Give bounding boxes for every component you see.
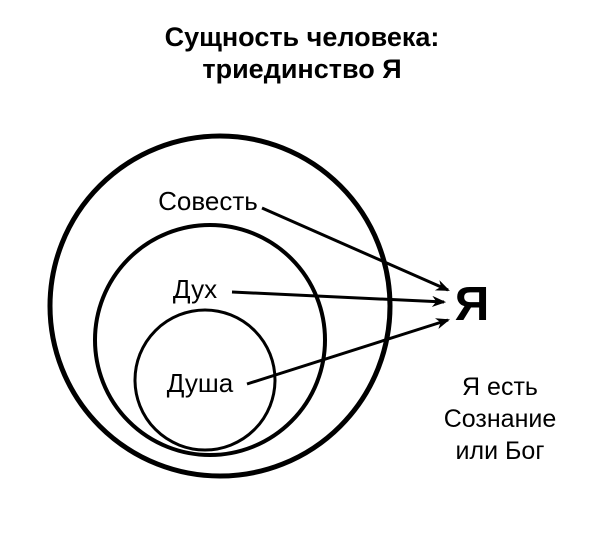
caption-line2: Сознание [444, 405, 557, 433]
title-line2: триединство Я [202, 54, 401, 84]
label-inner: Душа [167, 368, 234, 398]
caption-line3: или Бог [456, 437, 545, 465]
arrow-from-inner [247, 320, 448, 384]
title-line1: Сущность человека: [165, 22, 440, 52]
arrow-from-outer [262, 208, 448, 290]
circle-middle [95, 225, 325, 455]
arrow-from-middle [232, 292, 444, 302]
caption-line1: Я есть [462, 373, 538, 401]
target-symbol: Я [455, 278, 490, 331]
label-outer: Совесть [158, 186, 258, 216]
label-middle: Дух [173, 274, 217, 304]
